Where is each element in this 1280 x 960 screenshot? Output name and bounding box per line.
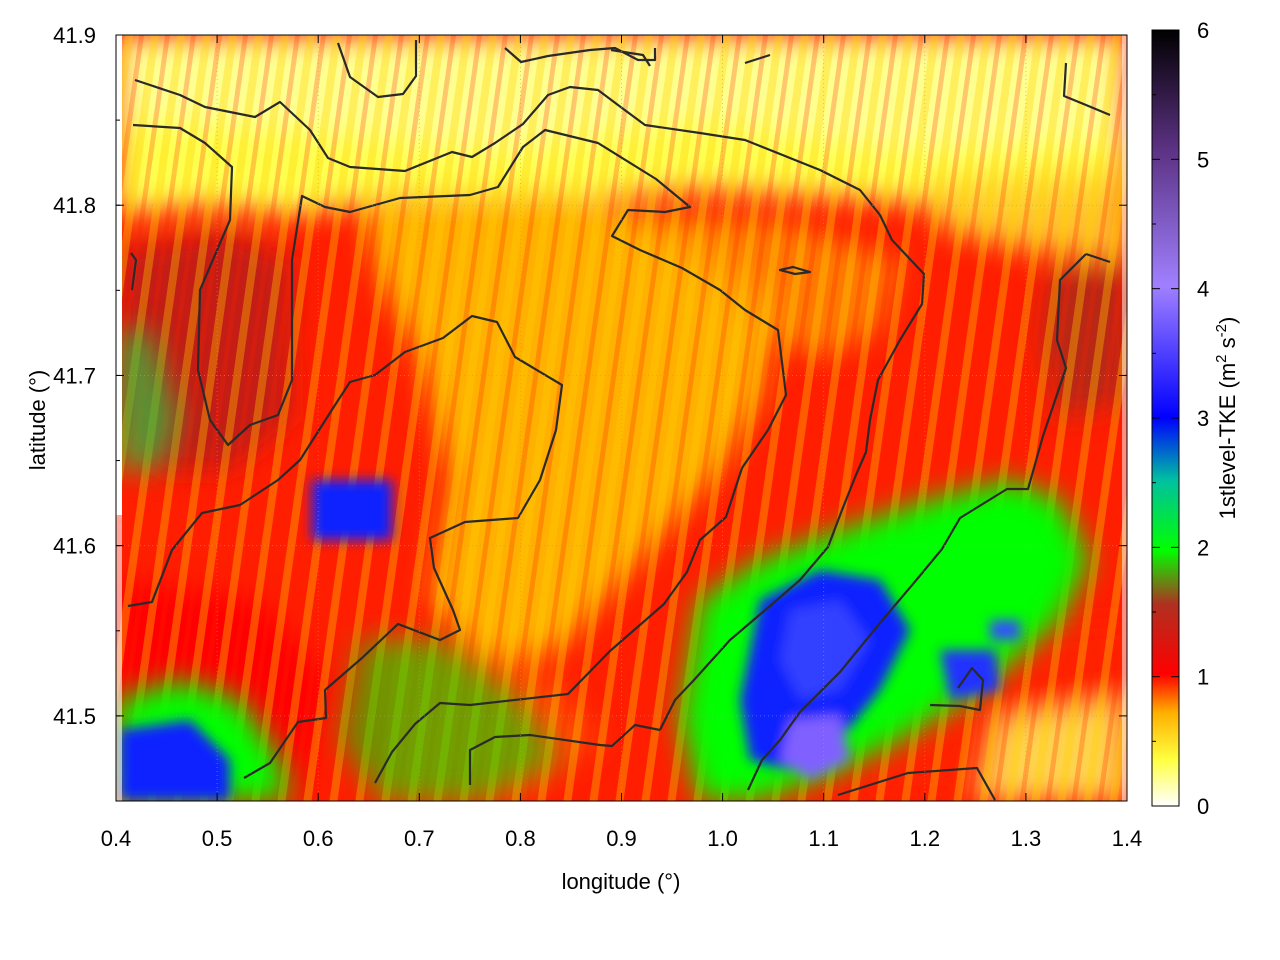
x-tick-label: 1.1 xyxy=(808,826,839,851)
colorbar-tick-label: 5 xyxy=(1197,147,1209,172)
y-axis: 41.5 41.6 41.7 41.8 41.9 xyxy=(53,23,1127,802)
x-tick-label: 1.4 xyxy=(1112,826,1143,851)
colorbar-label-sup2: -2 xyxy=(1213,324,1230,337)
colorbar-ticks: 0 1 2 3 4 5 6 xyxy=(1152,18,1209,819)
colorbar-tick-label: 3 xyxy=(1197,406,1209,431)
x-tick-label: 1.0 xyxy=(707,826,738,851)
colorbar-label-end: ) xyxy=(1215,317,1240,324)
colorbar-tick-label: 1 xyxy=(1197,665,1209,690)
colorbar-label-main: 1stlevel-TKE (m xyxy=(1215,363,1240,519)
terrain-contours xyxy=(127,40,1111,801)
colorbar-label: 1stlevel-TKE (m2 s-2) xyxy=(1213,317,1240,520)
colorbar-tick-label: 2 xyxy=(1197,535,1209,560)
x-tick-label: 0.6 xyxy=(303,826,334,851)
y-tick-label: 41.9 xyxy=(53,23,96,48)
x-tick-label: 0.9 xyxy=(606,826,637,851)
x-tick-label: 1.2 xyxy=(910,826,941,851)
x-tick-label: 0.4 xyxy=(101,826,132,851)
heatmap-field xyxy=(116,35,1127,801)
colorbar-tick-label: 4 xyxy=(1197,277,1209,302)
x-tick-label: 1.3 xyxy=(1011,826,1042,851)
colorbar-tick-label: 6 xyxy=(1197,18,1209,43)
y-tick-label: 41.8 xyxy=(53,193,96,218)
colorbar-label-sup1: 2 xyxy=(1213,354,1230,362)
colorbar-label-mid: s xyxy=(1215,337,1240,354)
colorbar-tick-label: 0 xyxy=(1197,794,1209,819)
x-tick-label: 0.5 xyxy=(202,826,233,851)
y-tick-label: 41.7 xyxy=(53,363,96,388)
x-tick-label: 0.7 xyxy=(404,826,435,851)
y-tick-label: 41.5 xyxy=(53,704,96,729)
colorbar: 0 1 2 3 4 5 6 1stlevel-TKE (m2 s-2) xyxy=(1151,18,1240,819)
y-axis-label: latitude (°) xyxy=(25,370,50,471)
y-tick-label: 41.6 xyxy=(53,534,96,559)
x-axis-label: longitude (°) xyxy=(562,869,681,894)
x-tick-label: 0.8 xyxy=(505,826,536,851)
x-axis: 0.4 0.5 0.6 0.7 0.8 0.9 1.0 1.1 1.2 1.3 1.4 xyxy=(101,35,1143,851)
